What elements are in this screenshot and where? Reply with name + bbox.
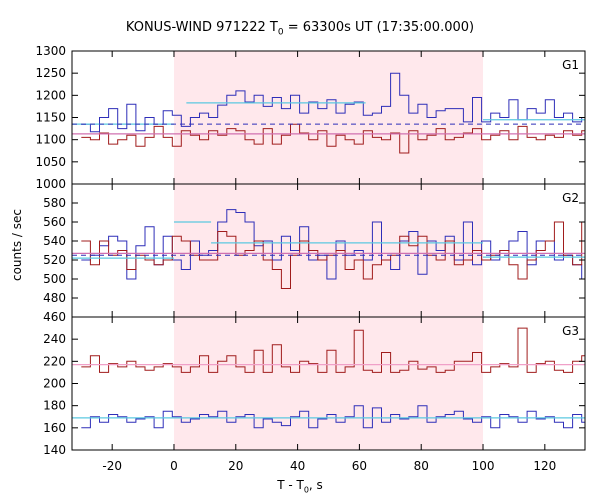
title-suffix: = 63300s UT (17:35:00.000)	[283, 20, 475, 35]
panel-label-G3: G3	[562, 324, 579, 338]
panel-G1-ytick-label-1150: 1150	[35, 111, 66, 125]
panel-G3-ytick-label-180: 180	[43, 399, 66, 413]
panel-G1-ytick-label-1000: 1000	[35, 177, 66, 191]
x-axis-label: T - T0, s	[0, 478, 600, 494]
panel-G3-ytick-label-240: 240	[43, 332, 66, 346]
xlabel-suffix: , s	[308, 478, 323, 492]
title-sub: 0	[277, 27, 284, 38]
panel-G3-ytick-label-160: 160	[43, 421, 66, 435]
panel-G1-ytick-label-1050: 1050	[35, 155, 66, 169]
panel-G3-ytick-label-220: 220	[43, 354, 66, 368]
panel-G1-series-0	[81, 72, 585, 133]
xtick-label--20: -20	[102, 459, 122, 473]
xlabel-prefix: T - T	[277, 478, 304, 492]
xtick-label-80: 80	[414, 459, 429, 473]
panel-G2-ytick-label-480: 480	[43, 291, 66, 305]
xtick-label-60: 60	[352, 459, 367, 473]
xlabel-sub: 0	[303, 485, 309, 495]
panel-G3-ytick-label-200: 200	[43, 377, 66, 391]
xtick-label-40: 40	[290, 459, 305, 473]
panel-G1-ytick-label-1300: 1300	[35, 44, 66, 58]
title-prefix: KONUS-WIND 971222 T	[125, 20, 278, 35]
panel-G1-ytick-label-1200: 1200	[35, 88, 66, 102]
panel-G2-ytick-label-500: 500	[43, 272, 66, 286]
panel-G2-ytick-label-520: 520	[43, 253, 66, 267]
xtick-label-0: 0	[170, 459, 178, 473]
panel-G3-ytick-label-140: 140	[43, 443, 66, 457]
panel-G1-series-1	[81, 123, 585, 154]
chart-title: KONUS-WIND 971222 T0 = 63300s UT (17:35:…	[0, 20, 600, 38]
panel-label-G2: G2	[562, 191, 579, 205]
panel-G3-series-0	[81, 327, 585, 373]
xtick-label-100: 100	[472, 459, 495, 473]
panel-G1-ytick-label-1250: 1250	[35, 66, 66, 80]
xtick-label-20: 20	[228, 459, 243, 473]
panel-G2-ytick-label-580: 580	[43, 196, 66, 210]
panel-label-G1: G1	[562, 58, 579, 72]
panel-G2-ytick-label-540: 540	[43, 234, 66, 248]
panel-G2-ytick-label-460: 460	[43, 310, 66, 324]
xtick-label-120: 120	[533, 459, 556, 473]
panel-G2-ytick-label-560: 560	[43, 215, 66, 229]
panel-G1-ytick-label-1100: 1100	[35, 133, 66, 147]
panel-G2-series-1	[81, 221, 585, 289]
